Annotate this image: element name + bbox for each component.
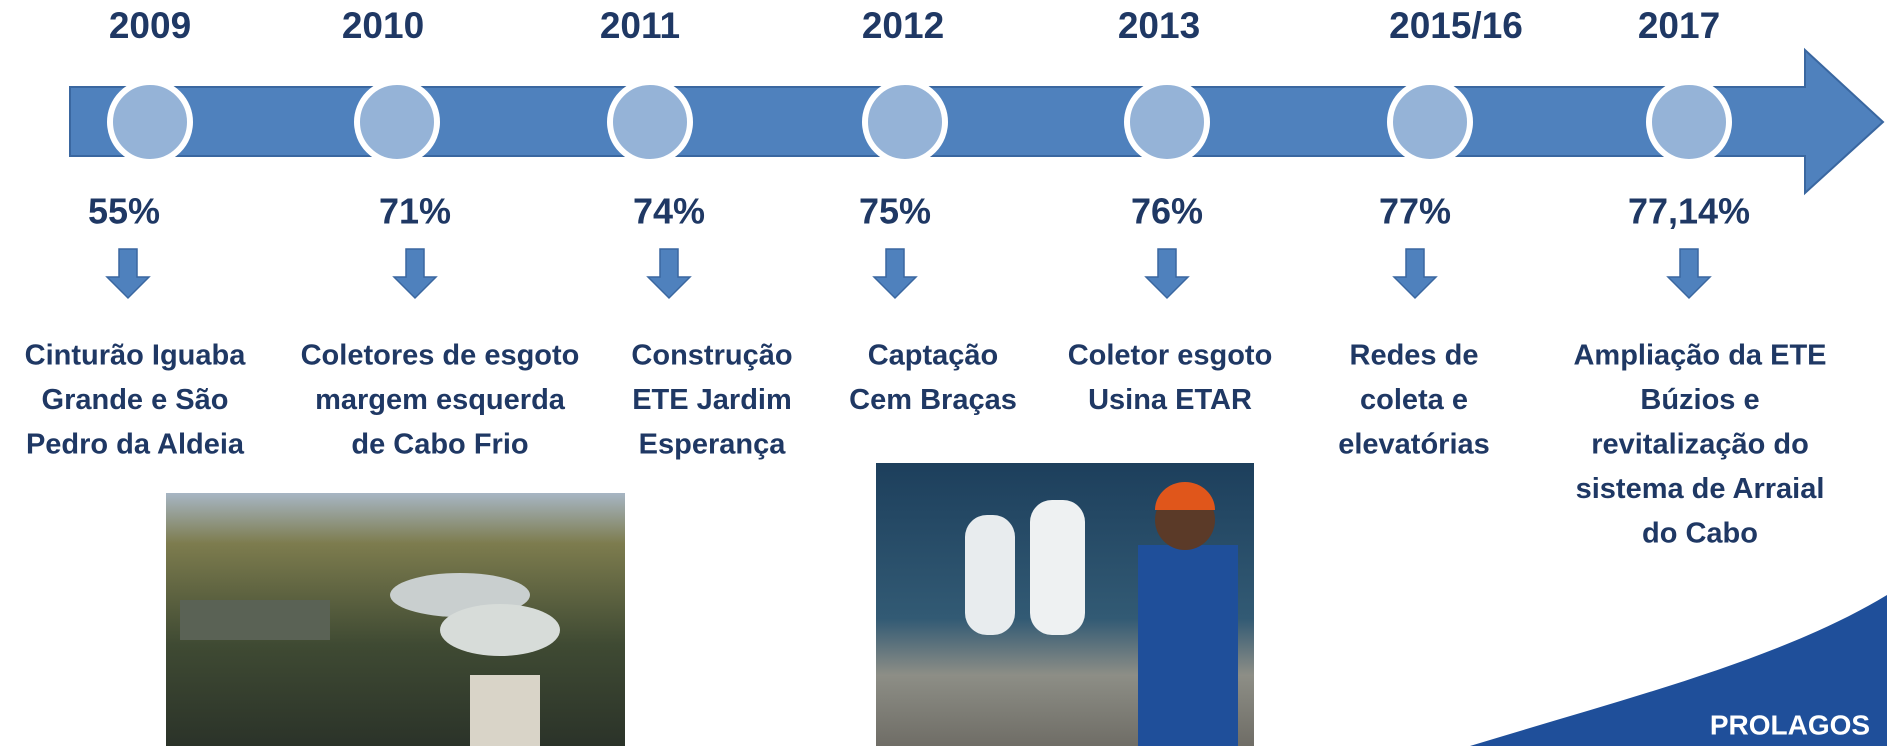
description-line: sistema de Arraial [1576, 473, 1825, 505]
year-label: 2010 [342, 5, 424, 46]
timeline-arrow [69, 47, 1885, 196]
milestone-dot [354, 79, 440, 165]
down-arrow [1666, 248, 1712, 300]
milestone-dot [1387, 79, 1473, 165]
description-line: Grande e São [42, 384, 229, 416]
percent-label: 55% [88, 191, 160, 232]
year-label: 2013 [1118, 5, 1200, 46]
description-line: ETE Jardim [632, 384, 792, 416]
photo-worker [876, 463, 1254, 746]
milestone-dot [1124, 79, 1210, 165]
description-line: Cinturão Iguaba [25, 340, 247, 372]
description-line: Búzios e [1640, 384, 1759, 416]
milestone-dot [862, 79, 948, 165]
description-line: Esperança [639, 429, 787, 461]
year-label: 2015/16 [1389, 5, 1523, 46]
milestone-dot [607, 79, 693, 165]
description-line: de Cabo Frio [351, 429, 528, 461]
description-line: elevatórias [1338, 429, 1490, 461]
down-arrow [105, 248, 151, 300]
description-line: Coletor esgoto [1068, 340, 1273, 372]
description-line: Ampliação da ETE [1573, 340, 1826, 372]
description-line: do Cabo [1642, 518, 1758, 550]
percent-label: 77,14% [1628, 191, 1750, 232]
down-arrow [392, 248, 438, 300]
percent-label: 76% [1131, 191, 1203, 232]
description-line: Coletores de esgoto [301, 340, 580, 372]
percent-label: 75% [859, 191, 931, 232]
description-line: margem esquerda [315, 384, 566, 416]
logo-text: PROLAGOS [1710, 709, 1870, 740]
description-line: Pedro da Aldeia [26, 429, 245, 461]
percent-label: 74% [633, 191, 705, 232]
photo-treatment-plant [166, 493, 625, 746]
description-line: Captação [868, 340, 999, 372]
description-line: Usina ETAR [1088, 384, 1252, 416]
description-line: coleta e [1360, 384, 1468, 416]
year-label: 2017 [1638, 5, 1720, 46]
percent-label: 77% [1379, 191, 1451, 232]
description-line: Cem Braças [849, 384, 1017, 416]
percent-label: 71% [379, 191, 451, 232]
prolagos-logo: PROLAGOS [1470, 595, 1887, 746]
description-line: Redes de [1350, 340, 1479, 372]
description-line: revitalização do [1591, 429, 1809, 461]
year-label: 2011 [600, 5, 680, 46]
down-arrow [1392, 248, 1438, 300]
down-arrow [1144, 248, 1190, 300]
description-line: Construção [631, 340, 792, 372]
down-arrow [872, 248, 918, 300]
year-label: 2012 [862, 5, 944, 46]
down-arrow [646, 248, 692, 300]
year-label: 2009 [109, 5, 191, 46]
milestone-dot [107, 79, 193, 165]
milestone-dot [1646, 79, 1732, 165]
